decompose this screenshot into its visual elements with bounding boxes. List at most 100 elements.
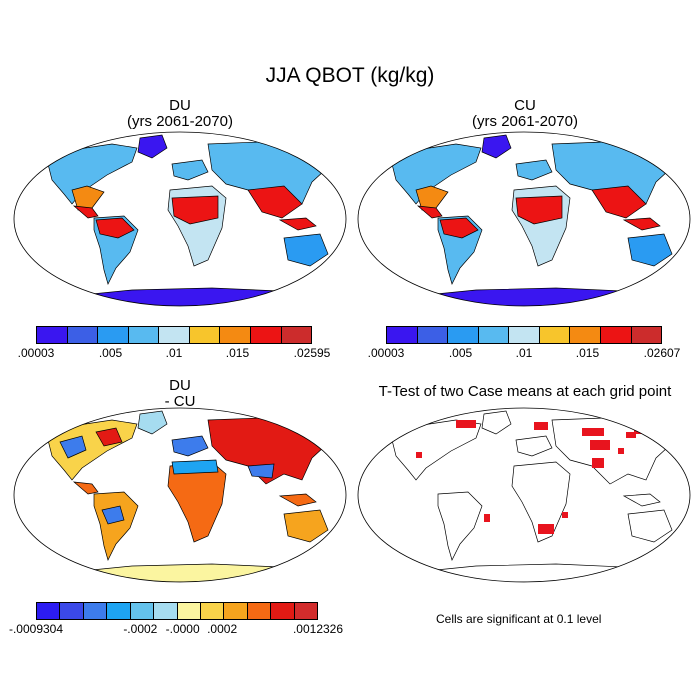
sig-cell <box>592 458 604 468</box>
colorbar-tick-label: .01 <box>515 346 533 360</box>
colorbar-diff <box>36 602 318 620</box>
colorbar-cu <box>386 326 662 344</box>
colorbar-swatch <box>98 327 129 343</box>
colorbar-swatch <box>177 603 201 619</box>
colorbar-tick-label: .00003 <box>367 346 405 360</box>
south-america <box>437 491 483 561</box>
colorbar-swatch <box>67 327 99 343</box>
sig-cell <box>618 448 624 454</box>
australia <box>627 233 673 267</box>
colorbar-swatch <box>159 327 190 343</box>
colorbar-swatch <box>154 603 178 619</box>
panel-ttest-title: T-Test of two Case means at each grid po… <box>378 383 672 400</box>
colorbar-swatch <box>60 603 84 619</box>
north-america <box>390 419 482 481</box>
greenland <box>137 134 168 159</box>
colorbar-swatch <box>294 603 318 619</box>
sig-cell <box>416 452 422 458</box>
sahel <box>515 195 563 225</box>
colorbar-swatch <box>247 603 272 619</box>
colorbar-swatch <box>570 327 601 343</box>
greenland <box>481 134 512 159</box>
panel-diff-title: DU - CU <box>70 378 290 410</box>
colorbar-swatch <box>107 603 131 619</box>
colorbar-swatch <box>220 327 251 343</box>
sig-cell <box>538 524 554 534</box>
australia <box>283 233 329 267</box>
sig-cell <box>456 420 476 428</box>
sahel <box>171 195 219 225</box>
colorbar-tick-label: .005 <box>98 346 123 360</box>
colorbar-tick-label: .015 <box>575 346 600 360</box>
colorbar-tick-label: .02607 <box>643 346 681 360</box>
colorbar-swatch <box>539 327 571 343</box>
north-america <box>46 143 138 205</box>
indonesia <box>622 217 661 231</box>
colorbar-tick-label: -.0002 <box>123 622 158 636</box>
europe <box>515 159 553 181</box>
europe <box>515 435 553 457</box>
australia <box>627 509 673 543</box>
colorbar-swatch <box>271 603 295 619</box>
central-america <box>72 205 99 219</box>
greenland <box>137 410 168 435</box>
colorbar-tick-label: .00003 <box>17 346 55 360</box>
indonesia <box>278 493 317 507</box>
na-blue-patch <box>59 435 87 459</box>
colorbar-tick-label: .02595 <box>293 346 331 360</box>
colorbar-tick-label: .015 <box>225 346 250 360</box>
colorbar-swatch <box>130 603 155 619</box>
sig-cell <box>590 440 610 450</box>
figure-title: JJA QBOT (kg/kg) <box>265 64 435 87</box>
indonesia <box>622 493 661 507</box>
panel-du-title-line2: (yrs 2061-2070) <box>127 113 233 130</box>
panel-du-title: DU (yrs 2061-2070) <box>70 98 290 130</box>
colorbar-swatch <box>509 327 540 343</box>
europe <box>171 435 209 457</box>
panel-du-title-line1: DU <box>169 97 191 114</box>
sig-cell <box>634 426 648 434</box>
greenland <box>481 410 512 435</box>
colorbar-swatch <box>448 327 479 343</box>
panel-diff-title-line1: DU <box>169 377 191 394</box>
panel-cu-title-line1: CU <box>514 97 536 114</box>
colorbar-swatch <box>281 327 312 343</box>
sahara-blue <box>171 459 219 475</box>
sig-cell <box>562 512 568 518</box>
colorbar-swatch <box>200 603 225 619</box>
colorbar-diff-labels: -.0009304 -.0002 -.0000 .0002 .0012326 <box>9 622 343 638</box>
map-cu <box>357 131 691 307</box>
colorbar-swatch <box>37 327 68 343</box>
colorbar-swatch <box>189 327 221 343</box>
sig-cell <box>626 432 636 438</box>
colorbar-tick-label: .01 <box>165 346 183 360</box>
panel-cu-title-line2: (yrs 2061-2070) <box>472 113 578 130</box>
map-du <box>13 131 347 307</box>
colorbar-du-labels: .00003 .005 .01 .015 .02595 <box>18 346 331 362</box>
colorbar-tick-label: -.0000 <box>165 622 200 636</box>
colorbar-swatch <box>387 327 418 343</box>
sig-cell <box>582 428 604 436</box>
central-america <box>416 205 443 219</box>
colorbar-tick-label: -.0009304 <box>8 622 64 636</box>
sa-blue-patch <box>101 505 125 525</box>
south-asia <box>247 185 303 219</box>
colorbar-swatch <box>417 327 449 343</box>
map-ttest <box>357 407 691 583</box>
panel-diff-title-line2: - CU <box>164 393 196 410</box>
amazon <box>439 217 479 239</box>
colorbar-cu-labels: .00003 .005 .01 .015 .02607 <box>368 346 681 362</box>
colorbar-swatch <box>37 603 61 619</box>
amazon <box>95 217 135 239</box>
map-diff <box>13 407 347 583</box>
south-asia <box>591 185 647 219</box>
colorbar-swatch <box>631 327 662 343</box>
sig-cell <box>484 514 490 522</box>
africa <box>167 461 227 543</box>
colorbar-swatch <box>83 603 108 619</box>
colorbar-swatch <box>600 327 632 343</box>
africa <box>511 461 571 543</box>
central-america <box>72 481 99 495</box>
na-red-patch <box>95 427 123 447</box>
colorbar-tick-label: .005 <box>448 346 473 360</box>
